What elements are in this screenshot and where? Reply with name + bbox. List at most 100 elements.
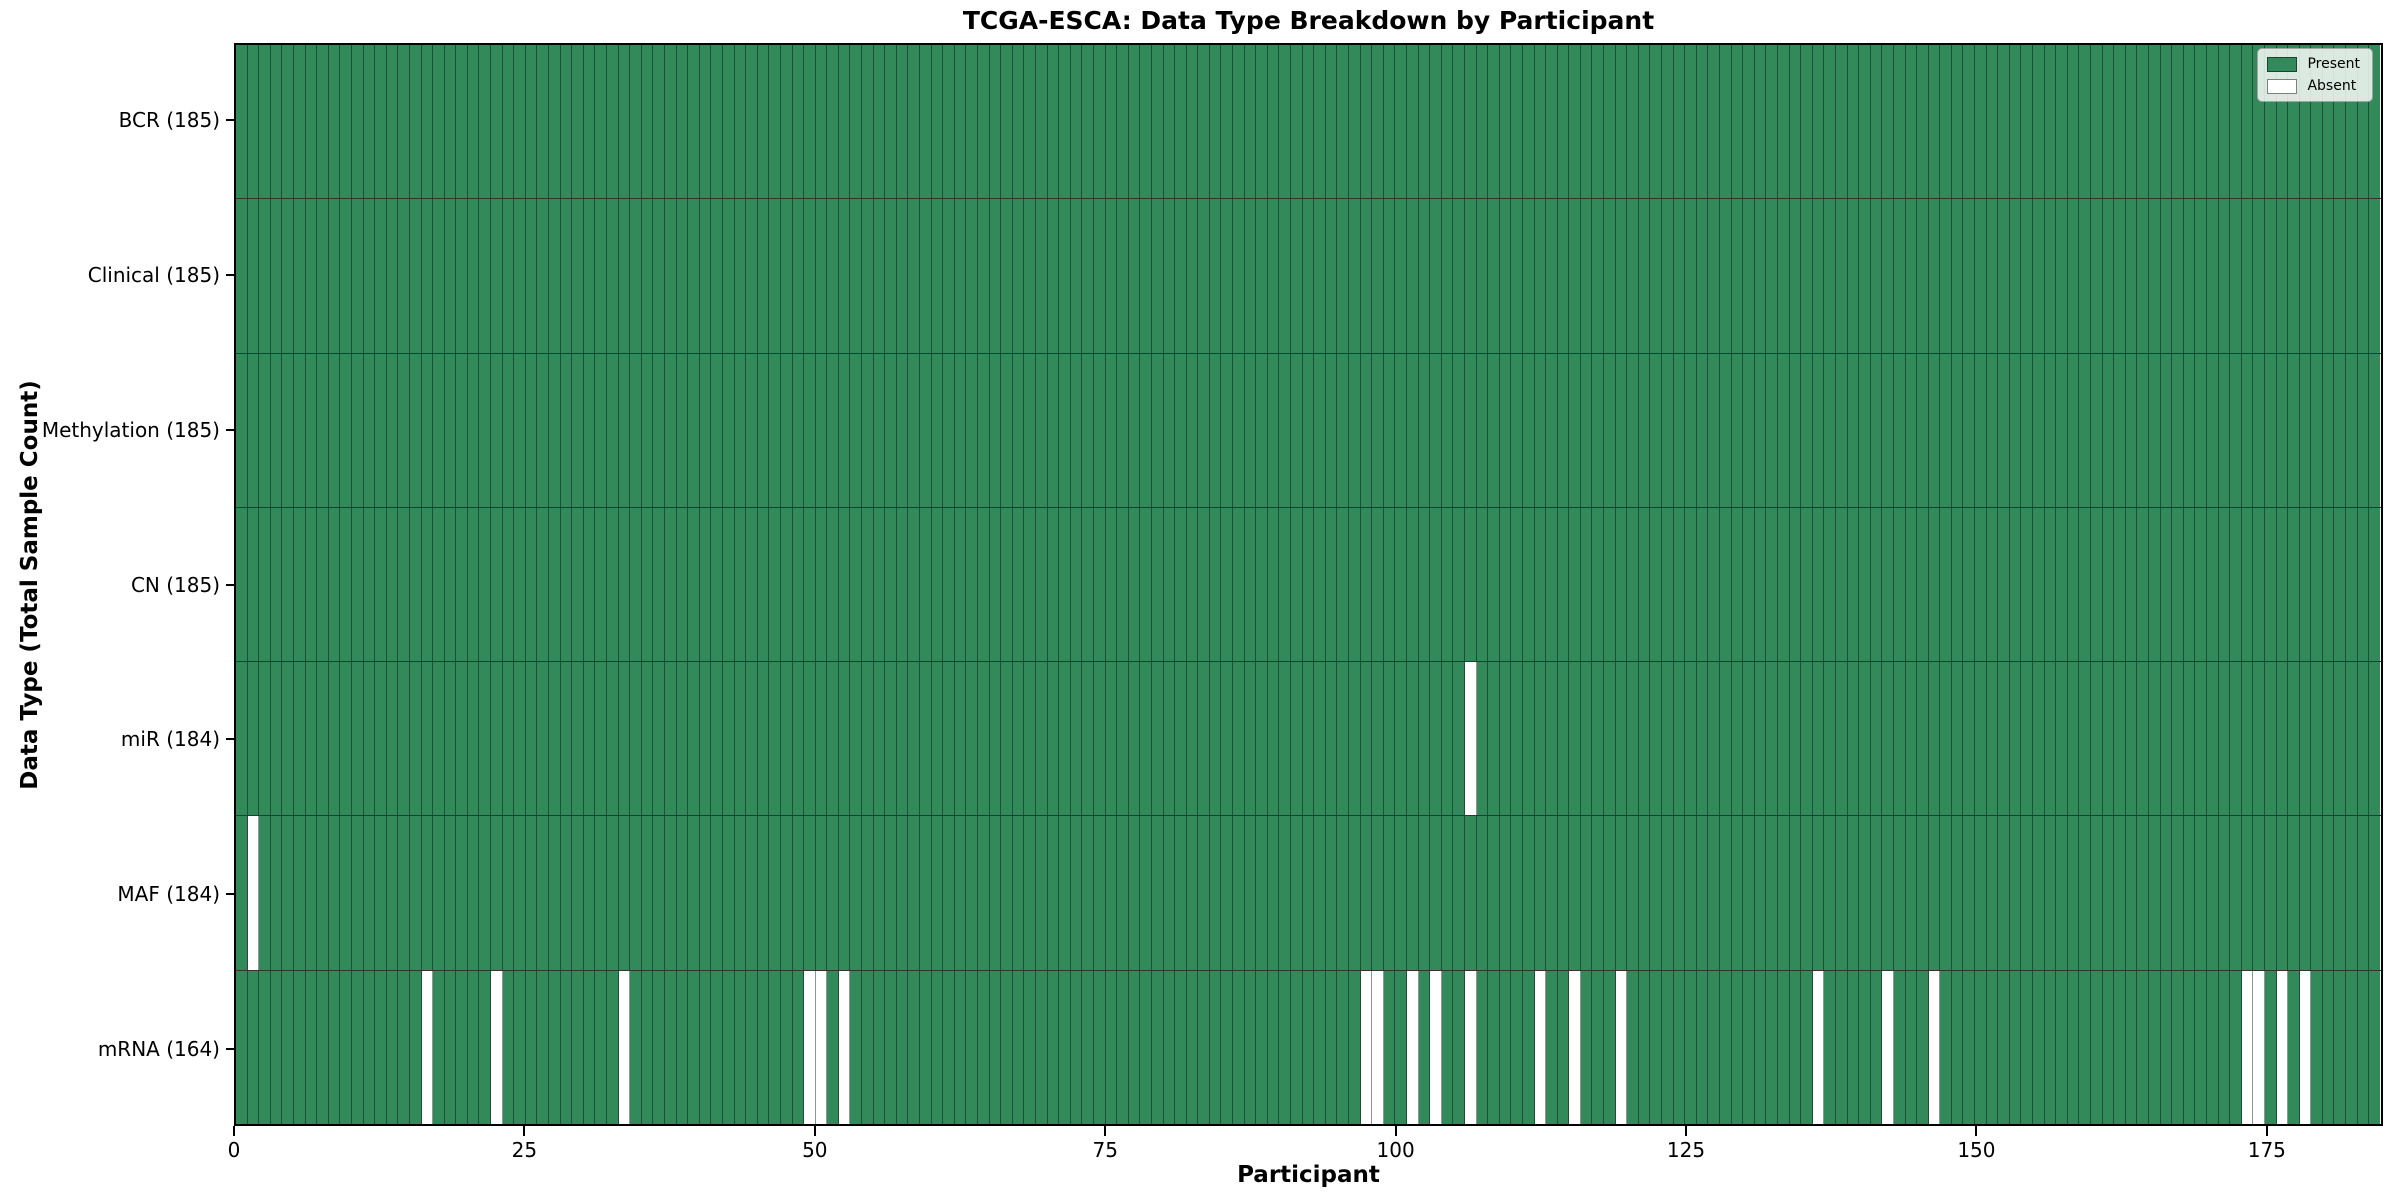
cell-Methylation-p17 bbox=[433, 353, 445, 507]
cell-MAF-p80 bbox=[1163, 816, 1176, 970]
cell-Clinical-p126 bbox=[1696, 199, 1709, 353]
cell-Clinical-p19 bbox=[456, 199, 468, 353]
cell-miR-p64 bbox=[978, 662, 990, 816]
cell-CN-p61 bbox=[943, 507, 955, 662]
cell-Methylation-p13 bbox=[386, 353, 399, 507]
cell-mRNA-p167 bbox=[2172, 970, 2184, 1124]
cell-BCR-p172 bbox=[2230, 45, 2242, 199]
cell-CN-p102 bbox=[1418, 507, 1431, 662]
cell-MAF-p14 bbox=[398, 816, 410, 970]
cell-mRNA-p60 bbox=[931, 970, 944, 1124]
cell-CN-p77 bbox=[1128, 507, 1141, 662]
cell-miR-p86 bbox=[1233, 662, 1245, 816]
cell-MAF-p178 bbox=[2299, 816, 2312, 970]
cell-CN-p99 bbox=[1383, 507, 1396, 662]
cell-MAF-p72 bbox=[1070, 816, 1083, 970]
cell-MAF-p146 bbox=[1928, 816, 1941, 970]
cell-Clinical-p27 bbox=[549, 199, 561, 353]
cell-Methylation-p137 bbox=[1824, 353, 1836, 507]
cell-Methylation-p111 bbox=[1522, 353, 1535, 507]
cell-Methylation-p109 bbox=[1499, 353, 1512, 507]
cell-BCR-p24 bbox=[514, 45, 526, 199]
cell-miR-p136 bbox=[1812, 662, 1825, 816]
cell-Clinical-p115 bbox=[1569, 199, 1581, 353]
cell-miR-p100 bbox=[1395, 662, 1407, 816]
cell-Methylation-p103 bbox=[1430, 353, 1442, 507]
cell-Methylation-p180 bbox=[2322, 353, 2335, 507]
cell-BCR-p114 bbox=[1557, 45, 1570, 199]
cell-CN-p16 bbox=[421, 507, 434, 662]
cell-miR-p133 bbox=[1777, 662, 1790, 816]
cell-Clinical-p130 bbox=[1743, 199, 1755, 353]
cell-Clinical-p96 bbox=[1349, 199, 1361, 353]
cell-CN-p24 bbox=[514, 507, 526, 662]
cell-BCR-p30 bbox=[583, 45, 596, 199]
cell-mRNA-p154 bbox=[2021, 970, 2034, 1124]
cell-Methylation-p157 bbox=[2056, 353, 2068, 507]
cell-mRNA-p11 bbox=[363, 970, 376, 1124]
cell-BCR-p135 bbox=[1801, 45, 1813, 199]
cell-MAF-p16 bbox=[421, 816, 434, 970]
cell-MAF-p123 bbox=[1662, 816, 1674, 970]
cell-Clinical-p169 bbox=[2195, 199, 2207, 353]
cell-Methylation-p62 bbox=[954, 353, 967, 507]
cell-CN-p80 bbox=[1163, 507, 1176, 662]
cell-miR-p50 bbox=[815, 662, 828, 816]
cell-Methylation-p126 bbox=[1696, 353, 1709, 507]
cell-Methylation-p183 bbox=[2357, 353, 2370, 507]
cell-Methylation-p24 bbox=[514, 353, 526, 507]
cell-MAF-p12 bbox=[375, 816, 387, 970]
cell-Clinical-p57 bbox=[896, 199, 909, 353]
cell-Clinical-p147 bbox=[1940, 199, 1952, 353]
cell-miR-p135 bbox=[1801, 662, 1813, 816]
cell-mRNA-p113 bbox=[1546, 970, 1558, 1124]
cell-CN-p52 bbox=[838, 507, 851, 662]
cell-MAF-p125 bbox=[1685, 816, 1697, 970]
cell-Methylation-p118 bbox=[1604, 353, 1616, 507]
cell-MAF-p96 bbox=[1349, 816, 1361, 970]
cell-MAF-p156 bbox=[2044, 816, 2057, 970]
cell-Clinical-p83 bbox=[1198, 199, 1210, 353]
cell-CN-p115 bbox=[1569, 507, 1581, 662]
cell-miR-p91 bbox=[1291, 662, 1303, 816]
cell-CN-p51 bbox=[827, 507, 839, 662]
cell-Clinical-p135 bbox=[1801, 199, 1813, 353]
cell-MAF-p74 bbox=[1093, 816, 1106, 970]
cell-BCR-p20 bbox=[467, 45, 480, 199]
cell-CN-p84 bbox=[1209, 507, 1222, 662]
cell-CN-p150 bbox=[1975, 507, 1987, 662]
cell-Methylation-p160 bbox=[2091, 353, 2103, 507]
cell-MAF-p33 bbox=[618, 816, 631, 970]
cell-mRNA-p8 bbox=[328, 970, 341, 1124]
cell-CN-p164 bbox=[2137, 507, 2149, 662]
cell-miR-p28 bbox=[560, 662, 573, 816]
cell-MAF-p151 bbox=[1986, 816, 1999, 970]
cell-Clinical-p34 bbox=[630, 199, 642, 353]
cell-mRNA-p127 bbox=[1708, 970, 1720, 1124]
cell-Methylation-p56 bbox=[885, 353, 897, 507]
cell-Clinical-p108 bbox=[1488, 199, 1500, 353]
cell-mRNA-p64 bbox=[978, 970, 990, 1124]
cell-Methylation-p19 bbox=[456, 353, 468, 507]
cell-CN-p21 bbox=[479, 507, 492, 662]
cell-Methylation-p74 bbox=[1093, 353, 1106, 507]
x-tick-mark bbox=[1685, 1126, 1688, 1136]
cell-CN-p113 bbox=[1546, 507, 1558, 662]
cell-mRNA-p161 bbox=[2102, 970, 2115, 1124]
cell-miR-p151 bbox=[1986, 662, 1999, 816]
cell-mRNA-p29 bbox=[572, 970, 584, 1124]
cell-Clinical-p41 bbox=[711, 199, 723, 353]
cell-CN-p148 bbox=[1951, 507, 1964, 662]
cell-CN-p96 bbox=[1349, 507, 1361, 662]
cell-Methylation-p5 bbox=[293, 353, 306, 507]
cell-BCR-p143 bbox=[1893, 45, 1906, 199]
cell-MAF-p135 bbox=[1801, 816, 1813, 970]
cell-Methylation-p152 bbox=[1998, 353, 2010, 507]
cell-BCR-p15 bbox=[409, 45, 422, 199]
cell-BCR-p112 bbox=[1534, 45, 1547, 199]
cell-miR-p176 bbox=[2276, 662, 2289, 816]
cell-Clinical-p32 bbox=[607, 199, 619, 353]
cell-Clinical-p116 bbox=[1580, 199, 1593, 353]
cell-CN-p139 bbox=[1847, 507, 1860, 662]
cell-Methylation-p23 bbox=[502, 353, 515, 507]
